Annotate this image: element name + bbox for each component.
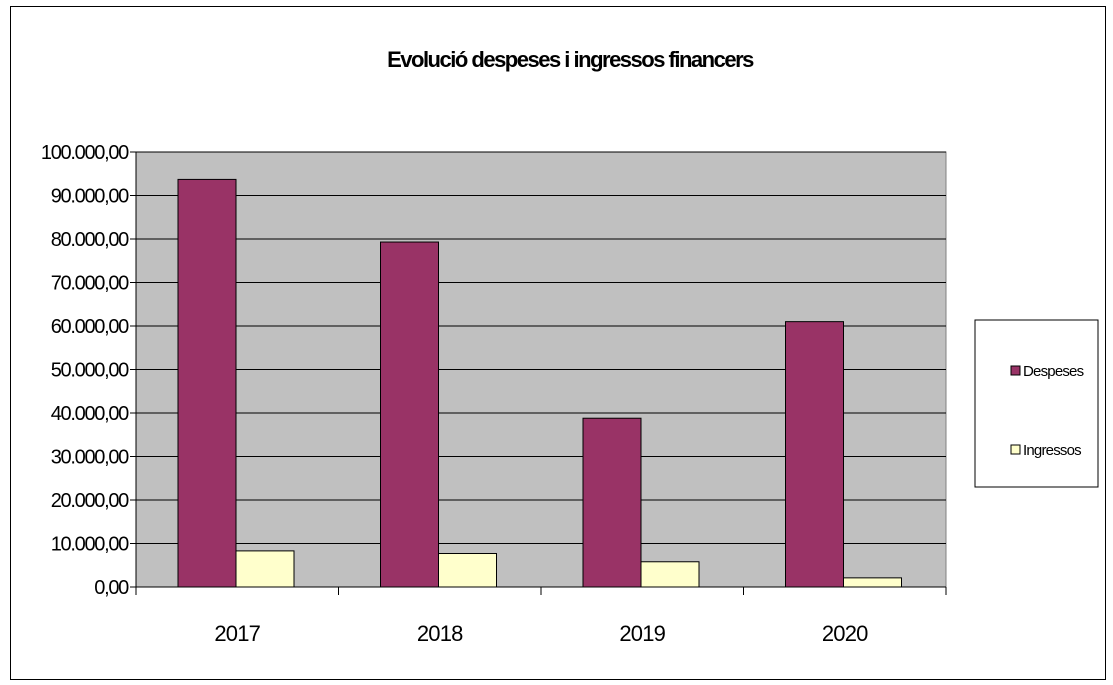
x-tick-label: 2019 — [619, 621, 665, 646]
chart-title: Evolució despeses i ingressos financers — [387, 47, 754, 72]
legend-label-despeses: Despeses — [1023, 363, 1084, 380]
y-tick-label: 70.000,00 — [51, 273, 129, 295]
x-tick-label: 2020 — [822, 621, 868, 646]
bar-despeses — [785, 321, 844, 588]
x-tick-label: 2017 — [214, 621, 260, 646]
plot-area: 0,00 10.000,00 20.000,00 30.000,00 40.000,00… — [41, 142, 947, 646]
bar-despeses — [177, 178, 237, 588]
bar-despeses — [582, 417, 642, 588]
bar-despeses — [380, 241, 439, 588]
legend-swatch-ingressos — [1010, 444, 1021, 455]
y-tick-label: 10.000,00 — [51, 534, 129, 556]
y-tick-label: 20.000,00 — [51, 490, 129, 512]
legend: Despeses Ingressos — [974, 319, 1099, 488]
bar-ingressos — [235, 550, 295, 588]
y-tick-label: 50.000,00 — [51, 360, 129, 382]
y-tick-label: 0,00 — [94, 577, 129, 599]
y-tick-label: 90.000,00 — [51, 186, 129, 208]
x-tick-label: 2018 — [417, 621, 463, 646]
bar-ingressos — [640, 561, 700, 588]
y-tick-label: 30.000,00 — [51, 447, 129, 469]
bar-ingressos — [438, 553, 497, 588]
legend-box — [974, 319, 1099, 488]
y-tick-label: 40.000,00 — [51, 403, 129, 425]
y-tick-label: 80.000,00 — [51, 229, 129, 251]
legend-label-ingressos: Ingressos — [1023, 442, 1081, 459]
y-tick-label: 100.000,00 — [41, 142, 129, 164]
legend-swatch-despeses — [1010, 365, 1021, 376]
bar-ingressos — [843, 577, 902, 588]
y-tick-label: 60.000,00 — [51, 316, 129, 338]
